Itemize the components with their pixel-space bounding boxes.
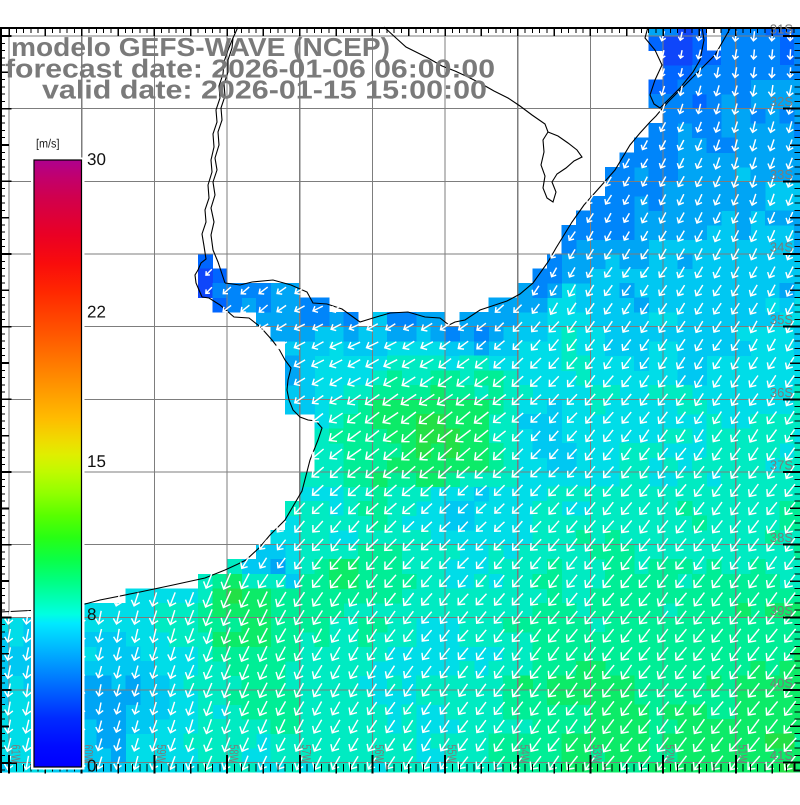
svg-text:37S: 37S — [770, 458, 793, 473]
svg-text:53W: 53W — [590, 745, 605, 764]
svg-text:59W: 59W — [154, 745, 169, 764]
svg-text:38S: 38S — [770, 530, 793, 545]
svg-text:35S: 35S — [770, 312, 793, 327]
svg-text:15: 15 — [87, 452, 106, 471]
svg-text:30: 30 — [87, 150, 106, 169]
svg-text:32S: 32S — [770, 94, 793, 109]
svg-text:60W: 60W — [81, 745, 96, 764]
svg-text:55W: 55W — [445, 745, 460, 764]
svg-text:31S: 31S — [770, 22, 793, 37]
svg-text:valid date: 2026-01-15 15:00:0: valid date: 2026-01-15 15:00:00 — [42, 75, 487, 105]
svg-text:0: 0 — [87, 757, 96, 776]
svg-text:modelo GEFS-WAVE (NCEP): modelo GEFS-WAVE (NCEP) — [11, 32, 390, 62]
svg-text:51W: 51W — [735, 745, 750, 764]
svg-text:22: 22 — [87, 303, 106, 322]
svg-text:[m/s]: [m/s] — [36, 137, 60, 151]
svg-text:34S: 34S — [770, 240, 793, 255]
svg-text:40S: 40S — [770, 676, 793, 691]
svg-text:56W: 56W — [372, 745, 387, 764]
svg-text:33S: 33S — [770, 167, 793, 182]
svg-text:39S: 39S — [770, 603, 793, 618]
svg-text:61W: 61W — [9, 745, 24, 764]
svg-text:36S: 36S — [770, 385, 793, 400]
svg-text:54W: 54W — [517, 745, 532, 764]
svg-text:forecast date: 2026-01-06 06:0: forecast date: 2026-01-06 06:00:00 — [5, 54, 495, 84]
svg-text:52W: 52W — [663, 745, 678, 764]
svg-text:57W: 57W — [299, 745, 314, 764]
svg-text:8: 8 — [87, 605, 96, 624]
svg-text:41S: 41S — [770, 748, 793, 763]
svg-text:58W: 58W — [227, 745, 242, 764]
